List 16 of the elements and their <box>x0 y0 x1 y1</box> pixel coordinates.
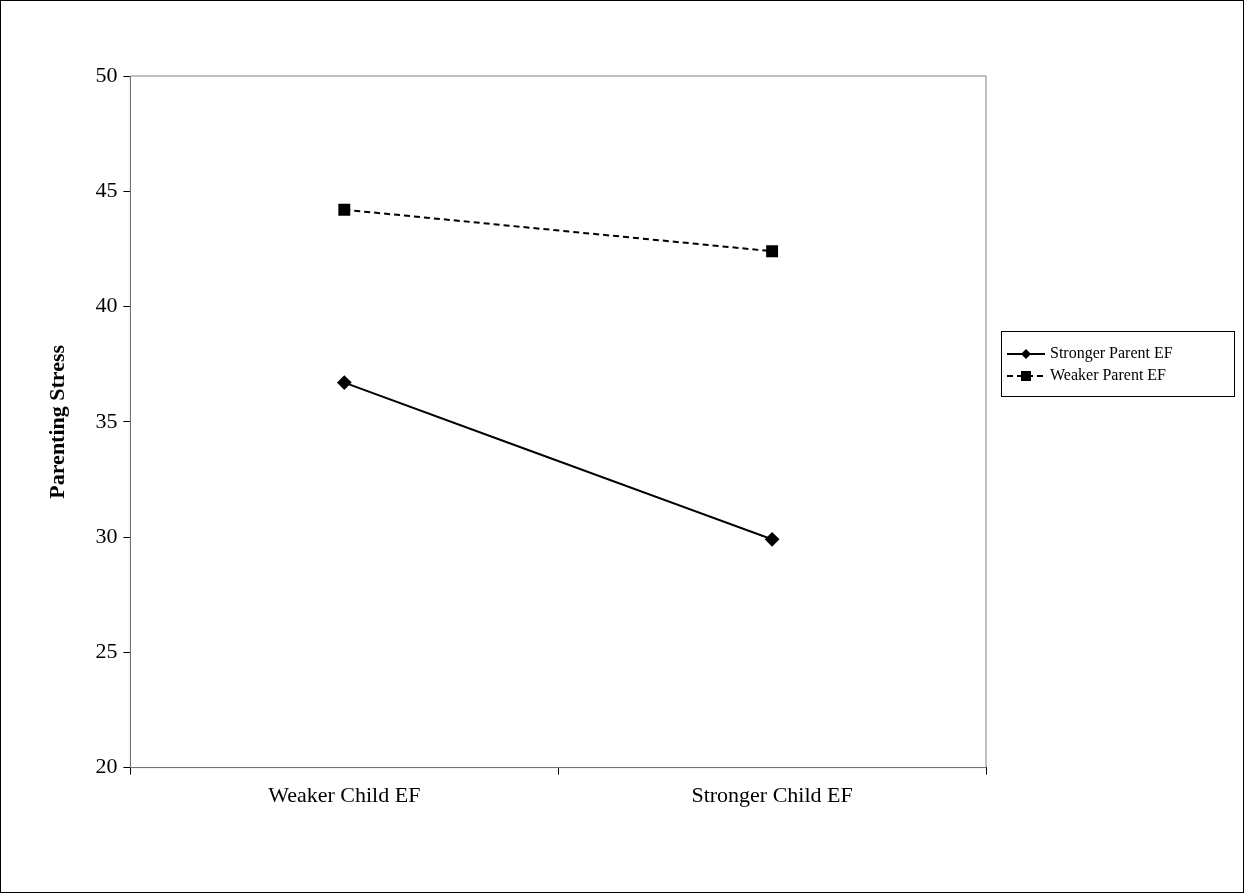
legend-label: Weaker Parent EF <box>1050 366 1166 384</box>
point <box>766 245 779 258</box>
x-tick-label: Stronger Child EF <box>691 781 853 807</box>
y-tick-label: 30 <box>95 522 118 548</box>
point <box>765 532 780 547</box>
y-tick-label: 45 <box>95 177 118 203</box>
y-tick-label: 25 <box>95 638 118 664</box>
y-tick-label: 50 <box>95 61 118 87</box>
y-tick-label: 40 <box>95 292 118 318</box>
legend-label: Stronger Parent EF <box>1050 344 1173 362</box>
y-tick-label: 20 <box>95 753 118 779</box>
x-tick-label: Weaker Child EF <box>268 781 421 807</box>
point <box>338 203 351 216</box>
point <box>337 375 352 390</box>
y-axis-title: Parenting Stress <box>43 344 69 499</box>
y-tick-label: 35 <box>95 407 118 433</box>
